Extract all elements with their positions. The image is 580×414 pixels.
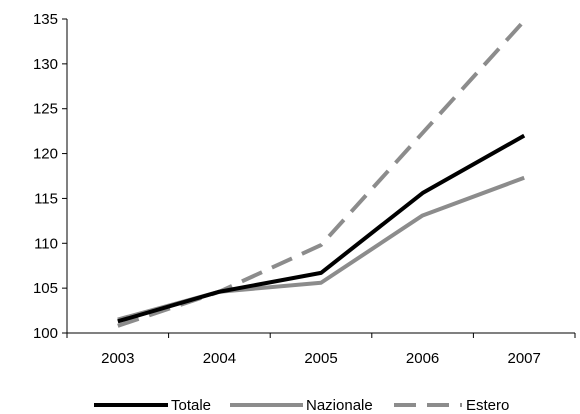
y-tick-label: 115	[34, 190, 58, 207]
series-line-totale	[117, 133, 526, 324]
x-tick-label: 2007	[508, 350, 541, 367]
axes	[66, 19, 575, 334]
y-tick-label: 135	[33, 11, 58, 28]
series-line-nazionale	[117, 175, 525, 322]
x-tick-label: 2005	[304, 350, 337, 367]
series-lines	[117, 19, 526, 328]
y-tick-label: 130	[33, 56, 58, 73]
legend-label-nazionale: Nazionale	[306, 397, 373, 414]
y-tick-label: 100	[33, 325, 58, 342]
y-axis-ticks: 100 105 110 115 120 125 130 135	[33, 11, 67, 342]
legend-label-totale: Totale	[171, 397, 211, 414]
x-axis-ticks: 2003 2004 2005 2006 2007	[66, 333, 576, 367]
y-tick-label: 125	[33, 101, 58, 118]
x-tick-label: 2003	[101, 350, 134, 367]
y-tick-label: 105	[33, 280, 58, 297]
series-line-estero	[117, 19, 526, 328]
y-tick-label: 120	[33, 146, 58, 163]
legend-label-estero: Estero	[466, 397, 509, 414]
x-tick-label: 2006	[406, 350, 439, 367]
x-tick-label: 2004	[203, 350, 236, 367]
y-tick-label: 110	[34, 235, 58, 252]
legend: Totale Nazionale Estero	[94, 397, 509, 414]
